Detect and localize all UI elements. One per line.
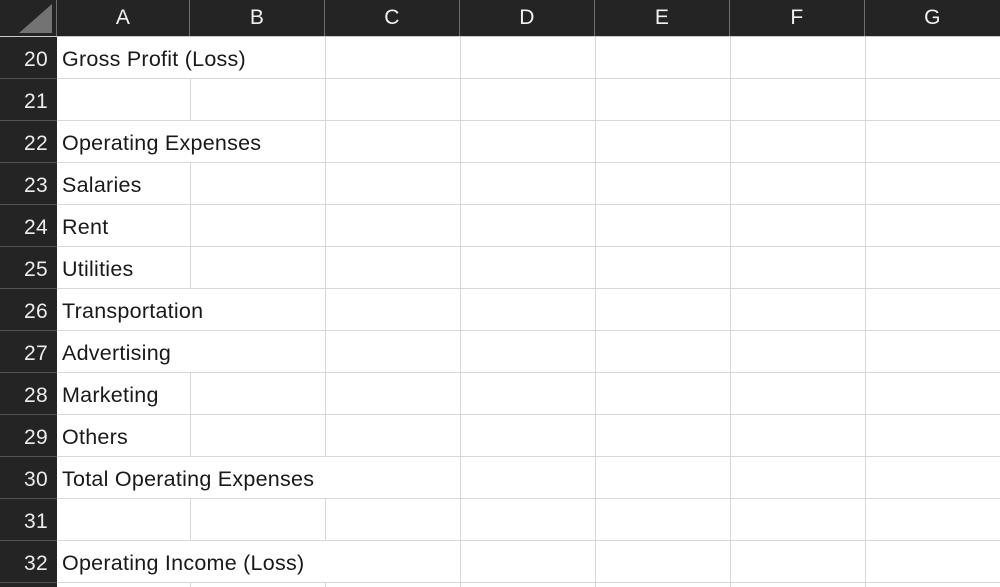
cell-a24-text: Rent bbox=[62, 215, 109, 239]
cell-a32[interactable]: Operating Income (Loss) bbox=[57, 541, 1000, 583]
row-header-29[interactable]: 29 bbox=[0, 415, 57, 457]
row-header-21[interactable]: 21 bbox=[0, 79, 57, 121]
sheet-row-31: 31 bbox=[0, 499, 1000, 541]
row-number: 21 bbox=[24, 90, 48, 113]
row-number: 32 bbox=[24, 552, 48, 575]
column-header-d[interactable]: D bbox=[460, 0, 595, 36]
cell-a24[interactable]: Rent bbox=[57, 205, 1000, 247]
row-number: 27 bbox=[24, 342, 48, 365]
row-number: 23 bbox=[24, 174, 48, 197]
row-header-32[interactable]: 32 bbox=[0, 541, 57, 583]
column-header-c[interactable]: C bbox=[325, 0, 460, 36]
row-number: 30 bbox=[24, 468, 48, 491]
sheet-row-27: 27 Advertising bbox=[0, 331, 1000, 373]
sheet-row-24: 24 Rent bbox=[0, 205, 1000, 247]
sheet-row-29: 29 Others bbox=[0, 415, 1000, 457]
column-header-f[interactable]: F bbox=[730, 0, 865, 36]
row-header-28[interactable]: 28 bbox=[0, 373, 57, 415]
cell-a22[interactable]: Operating Expenses bbox=[57, 121, 1000, 163]
sheet-row-21: 21 bbox=[0, 79, 1000, 121]
row-number: 22 bbox=[24, 132, 48, 155]
cell-a27[interactable]: Advertising bbox=[57, 331, 1000, 373]
row-header-20[interactable]: 20 bbox=[0, 37, 57, 79]
cell-a25-text: Utilities bbox=[62, 257, 134, 281]
select-all-button[interactable] bbox=[0, 0, 57, 36]
row-header-24[interactable]: 24 bbox=[0, 205, 57, 247]
row-header-23[interactable]: 23 bbox=[0, 163, 57, 205]
cell-a26-text: Transportation bbox=[62, 299, 204, 323]
row-header-22[interactable]: 22 bbox=[0, 121, 57, 163]
row-header-26[interactable]: 26 bbox=[0, 289, 57, 331]
cell-a21[interactable] bbox=[57, 79, 1000, 121]
column-header-a[interactable]: A bbox=[57, 0, 190, 36]
sheet-row-22: 22 Operating Expenses bbox=[0, 121, 1000, 163]
sheet-row-partial bbox=[0, 583, 1000, 587]
cell-a30[interactable]: Total Operating Expenses bbox=[57, 457, 1000, 499]
row-header-25[interactable]: 25 bbox=[0, 247, 57, 289]
row-number: 28 bbox=[24, 384, 48, 407]
cell-a26[interactable]: Transportation bbox=[57, 289, 1000, 331]
sheet-row-20: 20 Gross Profit (Loss) bbox=[0, 37, 1000, 79]
row-number: 25 bbox=[24, 258, 48, 281]
cell-a28-text: Marketing bbox=[62, 383, 159, 407]
sheet-row-26: 26 Transportation bbox=[0, 289, 1000, 331]
sheet-row-23: 23 Salaries bbox=[0, 163, 1000, 205]
cell-a29[interactable]: Others bbox=[57, 415, 1000, 457]
cell-a20-text: Gross Profit (Loss) bbox=[62, 47, 246, 71]
cell-a23-text: Salaries bbox=[62, 173, 142, 197]
row-header-30[interactable]: 30 bbox=[0, 457, 57, 499]
cell-a25[interactable]: Utilities bbox=[57, 247, 1000, 289]
cell-a29-text: Others bbox=[62, 425, 129, 449]
cell-a32-text: Operating Income (Loss) bbox=[62, 551, 305, 575]
row-number: 24 bbox=[24, 216, 48, 239]
row-number: 29 bbox=[24, 426, 48, 449]
cell-a28[interactable]: Marketing bbox=[57, 373, 1000, 415]
cell-partial[interactable] bbox=[57, 583, 1000, 587]
row-number: 26 bbox=[24, 300, 48, 323]
column-header-b[interactable]: B bbox=[190, 0, 325, 36]
column-header-g[interactable]: G bbox=[924, 6, 941, 29]
row-header-27[interactable]: 27 bbox=[0, 331, 57, 373]
row-header-partial[interactable] bbox=[0, 583, 57, 587]
row-header-31[interactable]: 31 bbox=[0, 499, 57, 541]
column-header-e[interactable]: E bbox=[595, 0, 730, 36]
sheet-row-30: 30 Total Operating Expenses bbox=[0, 457, 1000, 499]
sheet-row-28: 28 Marketing bbox=[0, 373, 1000, 415]
sheet-row-25: 25 Utilities bbox=[0, 247, 1000, 289]
cell-a27-text: Advertising bbox=[62, 341, 172, 365]
cell-a31[interactable] bbox=[57, 499, 1000, 541]
select-all-icon bbox=[19, 4, 52, 33]
column-header-row: A B C D E F G bbox=[0, 0, 1000, 37]
cell-a23[interactable]: Salaries bbox=[57, 163, 1000, 205]
cell-a30-text: Total Operating Expenses bbox=[62, 467, 315, 491]
row-number: 20 bbox=[24, 48, 48, 71]
sheet-row-32: 32 Operating Income (Loss) bbox=[0, 541, 1000, 583]
row-number: 31 bbox=[24, 510, 48, 533]
cell-a20[interactable]: Gross Profit (Loss) bbox=[57, 37, 1000, 79]
cell-a22-text: Operating Expenses bbox=[62, 131, 262, 155]
